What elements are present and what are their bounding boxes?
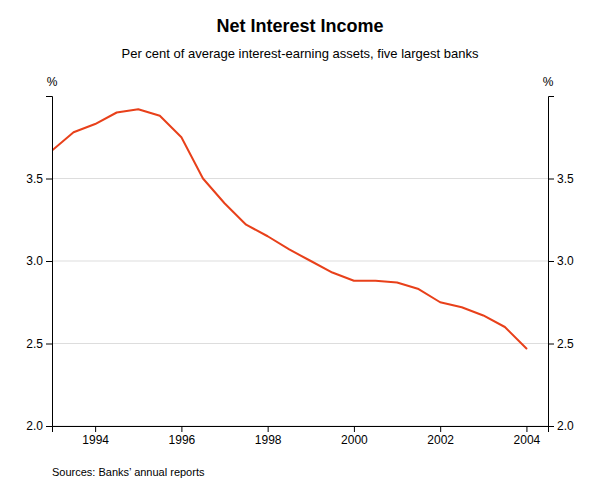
tick-mark <box>46 179 52 180</box>
tick-mark <box>548 261 554 262</box>
chart: 1994199619982000200220042.02.53.03.52.02… <box>0 0 600 488</box>
tick-label: 1996 <box>169 433 196 447</box>
tick-label: 2.0 <box>557 419 574 433</box>
tick-label: 3.5 <box>557 172 574 186</box>
tick-mark <box>354 426 355 432</box>
tick-label: 1994 <box>82 433 109 447</box>
tick-mark <box>181 426 182 432</box>
tick-label: 3.0 <box>26 254 43 268</box>
tick-label: 1998 <box>255 433 282 447</box>
tick-label: 2.5 <box>557 337 574 351</box>
plot-area: 1994199619982000200220042.02.53.03.52.02… <box>26 75 574 447</box>
tick: 3.5 <box>548 172 574 186</box>
tick: 2.5 <box>548 337 574 351</box>
tick: 2000 <box>341 426 368 447</box>
tick-label: 3.0 <box>557 254 574 268</box>
title: Net Interest Income <box>216 16 383 36</box>
marks <box>52 109 526 348</box>
tick: 2.5 <box>26 337 52 351</box>
tick-mark <box>548 344 554 345</box>
tick: 3.0 <box>548 254 574 268</box>
tick-mark <box>46 344 52 345</box>
tick-mark <box>46 261 52 262</box>
tick: 3.0 <box>26 254 52 268</box>
tick-label: 2.0 <box>26 419 43 433</box>
tick-mark <box>95 426 96 432</box>
tick: 2002 <box>427 426 454 447</box>
tick: 1994 <box>82 426 109 447</box>
line <box>52 109 526 348</box>
source: Sources: Banks’ annual reports <box>52 466 205 478</box>
axis-line <box>46 97 53 427</box>
tick: 2004 <box>514 426 541 447</box>
tick-mark <box>440 426 441 432</box>
tick: 2.0 <box>548 419 574 433</box>
x-axis: 1994 1996 1998 2000 2002 2004 <box>53 426 549 447</box>
tick-mark <box>548 179 554 180</box>
tick-label: 2.5 <box>26 337 43 351</box>
grid-line <box>52 261 548 262</box>
tick-mark <box>46 426 52 427</box>
grid <box>52 179 548 427</box>
grid-line <box>52 343 548 344</box>
tick-mark <box>268 426 269 432</box>
tick-label: 2002 <box>427 433 454 447</box>
y2-axis-label: % <box>543 75 554 89</box>
tick: 3.5 <box>26 172 52 186</box>
tick-label: 2000 <box>341 433 368 447</box>
tick: 2.0 <box>26 419 52 433</box>
tick-mark <box>526 426 527 432</box>
axis-line <box>549 97 555 427</box>
y2-axis: 2.0 2.5 3.0 3.5 <box>548 97 574 434</box>
tick: 1996 <box>169 426 196 447</box>
grid-line <box>52 178 548 179</box>
subtitle: Per cent of average interest-earning ass… <box>122 46 479 61</box>
y-axis-label: % <box>47 75 58 89</box>
tick: 1998 <box>255 426 282 447</box>
tick-mark <box>548 426 554 427</box>
y-axis: 2.0 2.5 3.0 3.5 <box>26 97 52 434</box>
tick-label: 2004 <box>514 433 541 447</box>
axis-line <box>53 427 549 433</box>
tick-label: 3.5 <box>26 172 43 186</box>
